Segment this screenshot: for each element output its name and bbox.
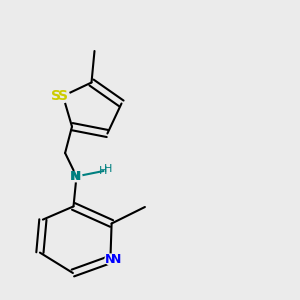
Text: N: N <box>111 253 121 266</box>
Text: H: H <box>104 164 112 175</box>
Text: N: N <box>105 253 116 266</box>
Text: S: S <box>58 89 68 103</box>
Circle shape <box>105 254 116 265</box>
Text: N: N <box>70 170 80 183</box>
Text: N: N <box>71 170 82 183</box>
Circle shape <box>71 171 82 182</box>
Text: H: H <box>99 166 108 176</box>
Circle shape <box>56 89 70 103</box>
Text: S: S <box>50 89 61 103</box>
